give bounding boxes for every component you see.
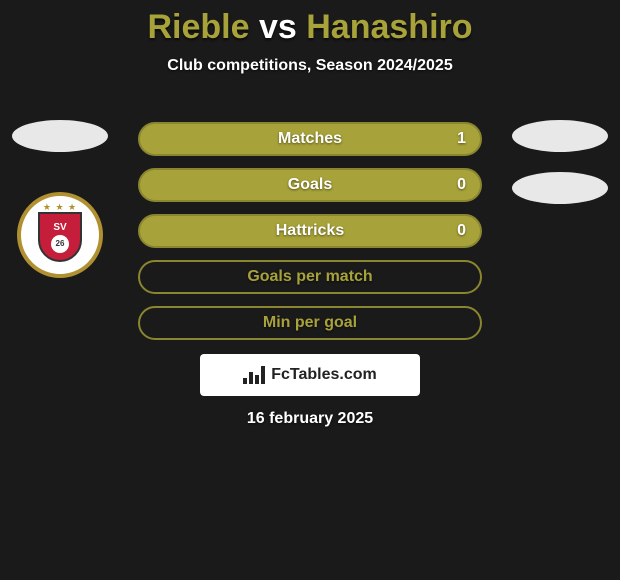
badge-shield: SV 26 [38, 212, 82, 262]
player-b-name: Hanashiro [306, 8, 472, 46]
stat-row-goals-per-match: Goals per match [138, 260, 482, 294]
stat-label: Goals per match [140, 268, 480, 286]
stat-row-min-per-goal: Min per goal [138, 306, 482, 340]
vs-word: vs [259, 8, 297, 46]
player-b-club-placeholder [512, 172, 608, 204]
badge-initials: SV [53, 222, 66, 233]
badge-stars: ★ ★ ★ [43, 202, 77, 213]
branding-text: FcTables.com [271, 366, 377, 384]
stat-row-hattricks: Hattricks 0 [138, 214, 482, 248]
player-b-avatar-placeholder [512, 120, 608, 152]
subtitle: Club competitions, Season 2024/2025 [0, 57, 620, 75]
stat-row-matches: Matches 1 [138, 122, 482, 156]
branding-box[interactable]: FcTables.com [200, 354, 420, 396]
comparison-title: Rieble vs Hanashiro [0, 0, 620, 47]
stat-label: Matches [140, 130, 480, 148]
player-a-name: Rieble [147, 8, 249, 46]
stat-right-value: 0 [457, 176, 466, 194]
bars-icon [243, 366, 265, 384]
footer-date: 16 february 2025 [0, 410, 620, 428]
right-column [508, 120, 612, 204]
stat-label: Min per goal [140, 314, 480, 332]
stat-right-value: 1 [457, 130, 466, 148]
stat-row-goals: Goals 0 [138, 168, 482, 202]
stat-rows: Matches 1 Goals 0 Hattricks 0 Goals per … [138, 122, 482, 340]
stat-label: Hattricks [140, 222, 480, 240]
badge-established: 26 [51, 235, 69, 253]
stat-label: Goals [140, 176, 480, 194]
player-a-club-badge: ★ ★ ★ SV 26 [17, 192, 103, 278]
player-a-avatar-placeholder [12, 120, 108, 152]
stat-right-value: 0 [457, 222, 466, 240]
left-column: ★ ★ ★ SV 26 [8, 120, 112, 278]
